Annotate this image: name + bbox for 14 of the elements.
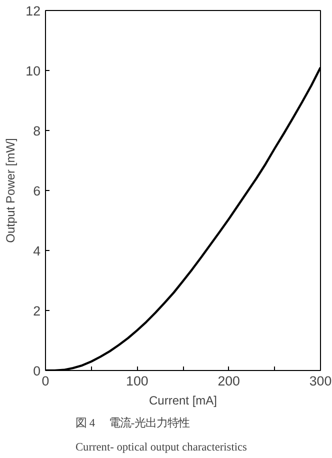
y-tick-label: 6 xyxy=(33,184,41,198)
y-axis-title: Output Power [mW] xyxy=(4,138,18,243)
x-tick-label: 300 xyxy=(309,374,332,388)
text: Current- optical output characteristics xyxy=(76,442,247,454)
y-tick-label: 0 xyxy=(33,364,41,378)
caption: 図 4 電流-光出力特性 xyxy=(76,416,190,430)
y-tick-label: 2 xyxy=(33,304,41,318)
x-axis-title: Current [mA] xyxy=(148,394,218,408)
x-tick-label: 100 xyxy=(126,374,148,388)
y-tick-label: 8 xyxy=(33,124,41,138)
y-tick-label: 10 xyxy=(26,64,41,78)
y-tick-label: 12 xyxy=(26,4,41,18)
x-tick-label: 200 xyxy=(218,374,240,388)
y-tick-label: 4 xyxy=(33,244,42,258)
